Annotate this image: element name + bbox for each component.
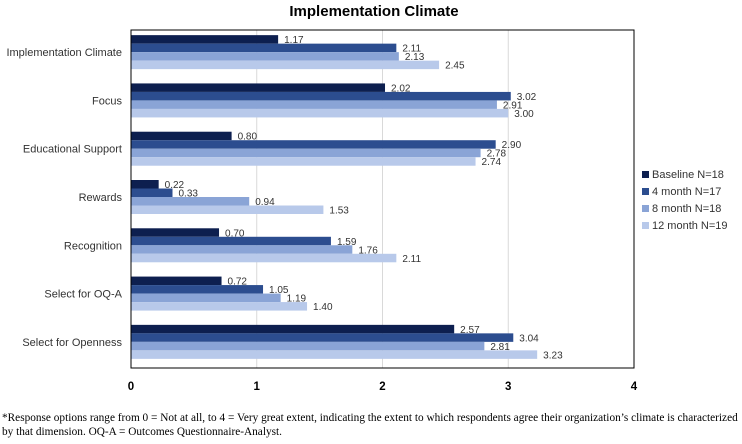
- bar: [131, 236, 331, 246]
- data-label: 2.02: [391, 83, 411, 94]
- data-label: 2.11: [402, 44, 421, 55]
- x-tick-label: 4: [631, 381, 638, 393]
- data-label: 2.13: [405, 52, 425, 63]
- gridlines: [256, 30, 509, 368]
- bar: [131, 302, 308, 311]
- data-label: 2.81: [490, 342, 510, 353]
- data-label: 2.74: [482, 157, 502, 168]
- data-label: 1.53: [329, 206, 349, 217]
- bar: [131, 180, 159, 189]
- legend-swatch: [642, 171, 649, 178]
- bar: [131, 228, 220, 237]
- legend-swatch: [642, 222, 649, 229]
- category-label: Focus: [92, 95, 122, 107]
- data-label: 2.45: [445, 61, 465, 72]
- legend-entry: 8 month N=18: [652, 203, 721, 215]
- x-tick-labels: 0 1 2 3 4: [128, 381, 638, 393]
- footnote: *Response options range from 0 = Not at …: [2, 412, 738, 438]
- data-label: 1.19: [287, 294, 307, 305]
- category-label: Select for OQ-A: [44, 289, 122, 301]
- legend-entry: 4 month N=17: [652, 186, 721, 198]
- data-label: 1.59: [337, 237, 357, 248]
- bar: [131, 140, 496, 149]
- bar: [131, 52, 399, 61]
- data-label: 1.05: [269, 285, 289, 296]
- bar: [131, 157, 476, 166]
- data-label: 3.02: [517, 92, 537, 103]
- legend-entry: Baseline N=18: [652, 169, 724, 181]
- bar: [131, 148, 481, 158]
- category-label: Educational Support: [23, 144, 122, 156]
- x-tick-label: 3: [505, 381, 511, 393]
- bar: [131, 131, 232, 141]
- bar: [131, 350, 538, 359]
- data-labels: 1.172.112.132.452.023.022.913.000.802.90…: [165, 35, 563, 361]
- data-label: 0.80: [238, 132, 258, 143]
- legend: Baseline N=18 4 month N=17 8 month N=18 12 …: [642, 169, 728, 232]
- data-label: 2.91: [503, 100, 523, 111]
- bar: [131, 324, 455, 334]
- data-label: 3.00: [514, 109, 534, 120]
- data-label: 0.72: [228, 277, 248, 288]
- data-label: 3.23: [543, 350, 563, 361]
- bar: [131, 35, 279, 44]
- data-label: 0.22: [165, 180, 185, 191]
- data-label: 2.90: [502, 140, 522, 151]
- data-label: 0.70: [225, 228, 245, 239]
- data-label: 2.78: [487, 149, 507, 160]
- category-label: Select for Openness: [22, 337, 122, 349]
- category-label: Recognition: [64, 240, 122, 252]
- data-label: 0.33: [178, 189, 198, 200]
- bar: [131, 285, 264, 294]
- data-label: 2.11: [402, 254, 421, 265]
- data-label: 2.57: [460, 325, 480, 336]
- data-label: 1.17: [284, 35, 304, 46]
- bar: [131, 341, 485, 351]
- bar: [131, 205, 324, 214]
- legend-swatch: [642, 205, 649, 212]
- bar: [131, 100, 497, 109]
- category-label: Implementation Climate: [6, 47, 122, 59]
- x-tick-label: 2: [379, 381, 385, 393]
- bar: [131, 197, 250, 206]
- legend-entry: 12 month N=19: [652, 220, 728, 232]
- bar: [131, 253, 397, 263]
- bar: [131, 91, 511, 101]
- bar: [131, 245, 353, 254]
- bar: [131, 83, 386, 92]
- bar: [131, 276, 222, 286]
- bar: [131, 293, 281, 303]
- plot-area: [130, 29, 635, 369]
- data-label: 1.40: [313, 302, 333, 313]
- category-label: Rewards: [79, 192, 123, 204]
- category-labels: Implementation Climate Focus Educational S…: [6, 47, 122, 349]
- legend-swatch: [642, 188, 649, 195]
- bar: [131, 188, 173, 197]
- chart: Implementation Climate 1.172.112.132.452…: [6, 3, 728, 393]
- bar: [131, 60, 440, 70]
- data-label: 3.04: [519, 333, 539, 344]
- x-tick-label: 1: [254, 381, 261, 393]
- data-label: 0.94: [255, 197, 275, 208]
- bar: [131, 333, 514, 342]
- bar: [131, 108, 509, 118]
- data-label: 1.76: [358, 245, 378, 256]
- chart-title: Implementation Climate: [289, 3, 458, 20]
- bars: [131, 35, 538, 359]
- bar: [131, 43, 397, 53]
- x-tick-label: 0: [128, 381, 134, 393]
